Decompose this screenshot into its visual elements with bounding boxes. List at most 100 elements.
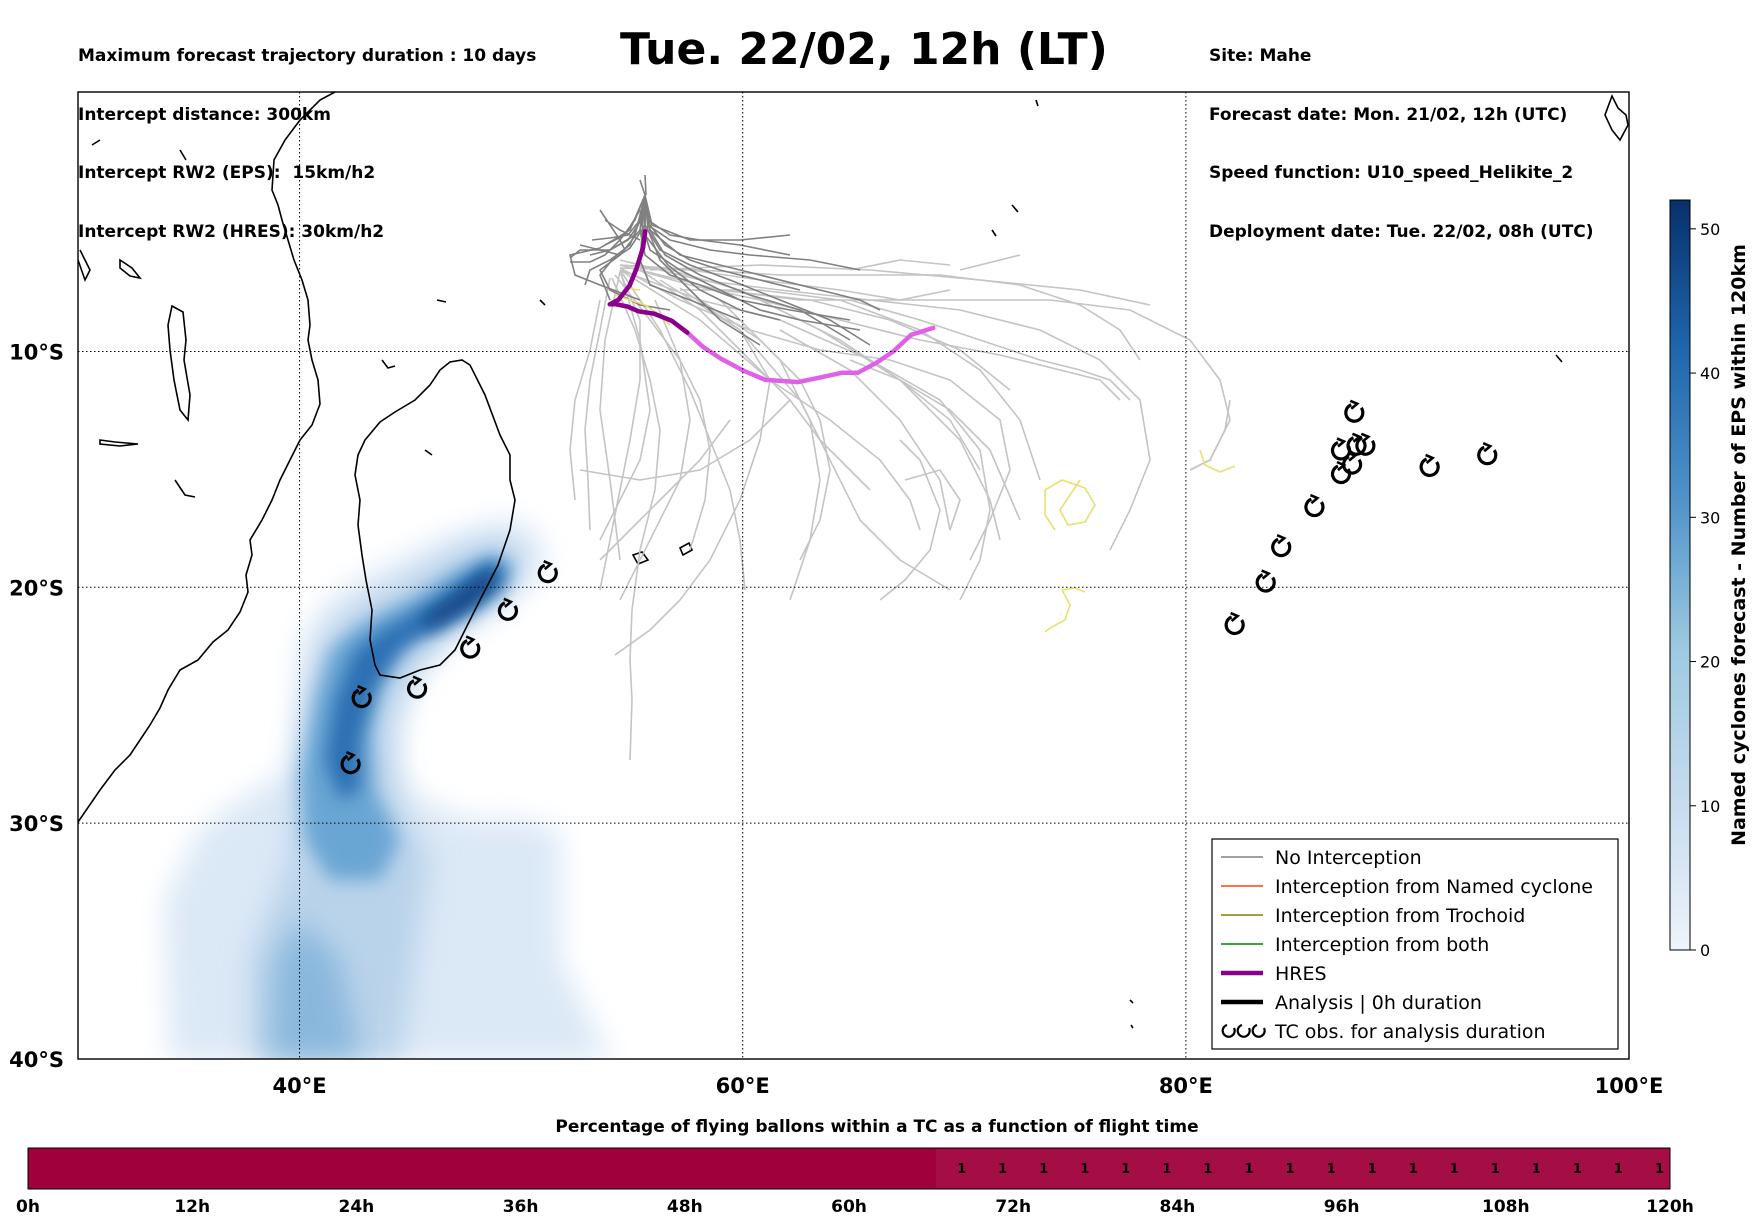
bar-time-label: 96h: [1324, 1197, 1360, 1217]
tc-obs-symbol: [1344, 399, 1365, 423]
header-left-line: Intercept distance: 300km: [78, 104, 331, 125]
ensemble-tracks-dark: [569, 174, 881, 346]
legend-item: Analysis | 0h duration: [1221, 992, 1482, 1014]
bar-cell-value: 1: [1039, 1162, 1048, 1177]
tc-obs-symbol: [351, 684, 372, 709]
longitude-label: 40°E: [273, 1074, 327, 1098]
tc-obs-symbol: [1330, 437, 1352, 461]
legend-item: Interception from Trochoid: [1221, 905, 1525, 927]
header-right-line: Deployment date: Tue. 22/02, 08h (UTC): [1209, 221, 1594, 242]
bar-active-region: [936, 1149, 1670, 1188]
colorbar-tick-label: 40: [1700, 364, 1720, 383]
bar-cell-value: 1: [1080, 1162, 1089, 1177]
legend-item: No Interception: [1221, 847, 1422, 869]
tc-observations: [340, 399, 1498, 775]
legend-item: HRES: [1221, 963, 1327, 985]
hres-track-early: [607, 228, 690, 335]
bar-time-label: 120h: [1646, 1197, 1694, 1217]
bar-cell-value: 1: [1491, 1162, 1500, 1177]
cyclone-density-plume: [165, 520, 610, 1059]
colorbar-label: Named cyclones forecast - Number of EPS …: [1728, 244, 1750, 846]
bar-cell-value: 1: [1409, 1162, 1418, 1177]
longitude-tick-labels: 40°E 60°E 80°E 100°E: [273, 1074, 1664, 1098]
bar-time-label: 108h: [1482, 1197, 1530, 1217]
legend-symbol: [1251, 1023, 1266, 1038]
bar-cell-value: 1: [957, 1162, 966, 1177]
bar-time-label: 24h: [339, 1197, 375, 1217]
legend-symbol: [1236, 1023, 1251, 1038]
colorbar-tick-label: 30: [1700, 508, 1720, 527]
tc-obs-symbol: [1346, 432, 1367, 456]
legend-item: Interception from Named cyclone: [1221, 876, 1593, 898]
bar-cell-value: 1: [1121, 1162, 1130, 1177]
latitude-label: 10°S: [9, 340, 64, 364]
flight-time-bar: 1 1 1 1 1 1 1 1 1 1 1 1 1 1 1 1 1 1 0h 12h 24h 36h 48h 60h 72h 8…: [16, 1147, 1694, 1217]
tc-obs-symbol: [1255, 569, 1276, 593]
coastlines: [78, 92, 1629, 1029]
legend-symbol: [1221, 1023, 1236, 1038]
colorbar-tick-label: 50: [1700, 220, 1720, 239]
trochoid-paths: [614, 287, 1236, 633]
legend-label: Interception from both: [1275, 934, 1489, 956]
bar-time-label: 84h: [1160, 1197, 1196, 1217]
header-left-line: Maximum forecast trajectory duration : 1…: [78, 46, 537, 66]
header-left-line: Intercept RW2 (EPS): 15km/h2: [78, 163, 376, 183]
tc-obs-symbol: [497, 597, 518, 621]
legend-item: TC obs. for analysis duration: [1221, 1021, 1546, 1043]
legend-label: Interception from Named cyclone: [1275, 876, 1593, 898]
header-right-line: Forecast date: Mon. 21/02, 12h (UTC): [1209, 104, 1568, 125]
header-left-line: Intercept RW2 (HRES): 30km/h2: [78, 221, 385, 242]
page-title: Tue. 22/02, 12h (LT): [620, 24, 1108, 75]
colorbar-tick-label: 10: [1700, 797, 1720, 816]
legend: No Interception Interception from Named c…: [1211, 838, 1619, 1050]
bar-cell-value: 1: [1162, 1162, 1171, 1177]
colorbar: 0 10 20 30 40 50 Named cyclones forecast - Nu…: [1669, 199, 1750, 960]
tc-obs-symbol: [537, 559, 558, 584]
legend-label: Interception from Trochoid: [1275, 905, 1525, 927]
colorbar-tick-label: 20: [1700, 653, 1720, 672]
colorbar-gradient: [1669, 199, 1691, 951]
flight-time-bar-fill: [27, 1147, 1671, 1190]
bar-cell-value: 1: [1532, 1162, 1541, 1177]
latitude-label: 40°S: [9, 1048, 64, 1072]
bar-time-label: 60h: [831, 1197, 867, 1217]
tc-obs-symbol: [1419, 453, 1440, 478]
bar-time-label: 48h: [667, 1197, 703, 1217]
tc-obs-symbol: [407, 675, 428, 699]
header-right-info: Site: Mahe Forecast date: Mon. 21/02, 12…: [1209, 8, 1594, 262]
longitude-label: 100°E: [1595, 1074, 1664, 1098]
tc-obs-symbol: [1271, 534, 1292, 558]
tc-obs-symbol: [1224, 611, 1245, 636]
tc-obs-symbol: [1355, 432, 1376, 456]
latitude-label: 30°S: [9, 812, 64, 836]
bar-cell-value: 1: [1655, 1162, 1664, 1177]
legend-box: [1211, 838, 1619, 1050]
latitude-tick-labels: 10°S 20°S 30°S 40°S: [9, 340, 64, 1072]
legend-label: TC obs. for analysis duration: [1274, 1021, 1546, 1043]
header-left-info: Maximum forecast trajectory duration : 1…: [78, 8, 536, 262]
map-frame: [77, 91, 1630, 1060]
bar-cell-value: 1: [998, 1162, 1007, 1177]
colorbar-tick-label: 0: [1700, 941, 1710, 960]
bar-time-label: 36h: [503, 1197, 539, 1217]
longitude-label: 60°E: [716, 1074, 770, 1098]
flight-time-bar-title: Percentage of flying ballons within a TC…: [555, 1117, 1199, 1137]
tc-obs-symbol: [1304, 493, 1325, 518]
bar-cell-value: 1: [1244, 1162, 1253, 1177]
bar-cell-value: 1: [1203, 1162, 1212, 1177]
bar-cell-value: 1: [1285, 1162, 1294, 1177]
header-right-line: Speed function: U10_speed_Helikite_2: [1209, 163, 1574, 183]
legend-label: No Interception: [1275, 847, 1422, 869]
bar-cell-value: 1: [1450, 1162, 1459, 1177]
map-area: [78, 92, 1629, 1059]
bar-cell-value: 1: [1573, 1162, 1582, 1177]
header-right-line: Site: Mahe: [1209, 46, 1312, 66]
bar-cell-value: 1: [1368, 1162, 1377, 1177]
bar-time-label: 12h: [174, 1197, 210, 1217]
legend-label: Analysis | 0h duration: [1275, 992, 1482, 1014]
tc-obs-symbol: [340, 750, 361, 775]
grid-lines: [78, 92, 1629, 1059]
tc-obs-symbol: [460, 635, 481, 659]
longitude-label: 80°E: [1159, 1074, 1213, 1098]
